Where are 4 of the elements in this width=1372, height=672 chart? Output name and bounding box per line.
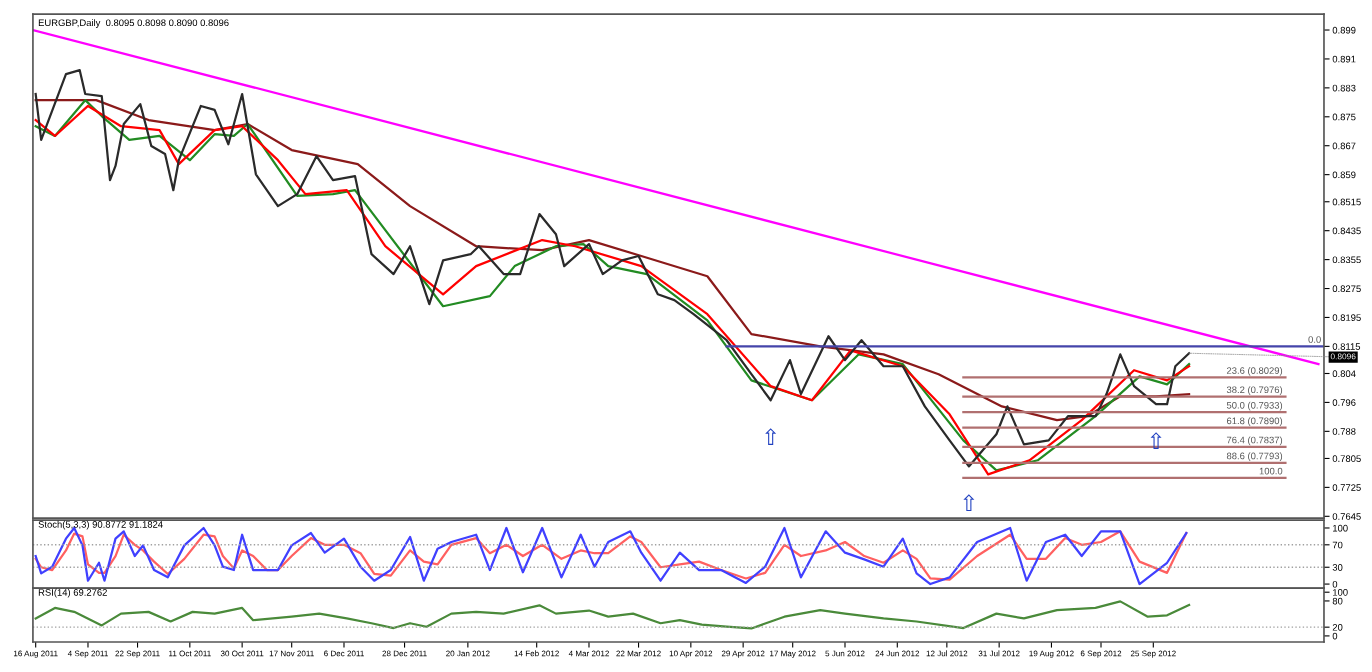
- annotation: ⇧: [963, 494, 975, 512]
- annotation: ⇧: [1150, 432, 1162, 449]
- annotation: ⇧: [765, 428, 777, 445]
- line-series: [34, 600, 1191, 630]
